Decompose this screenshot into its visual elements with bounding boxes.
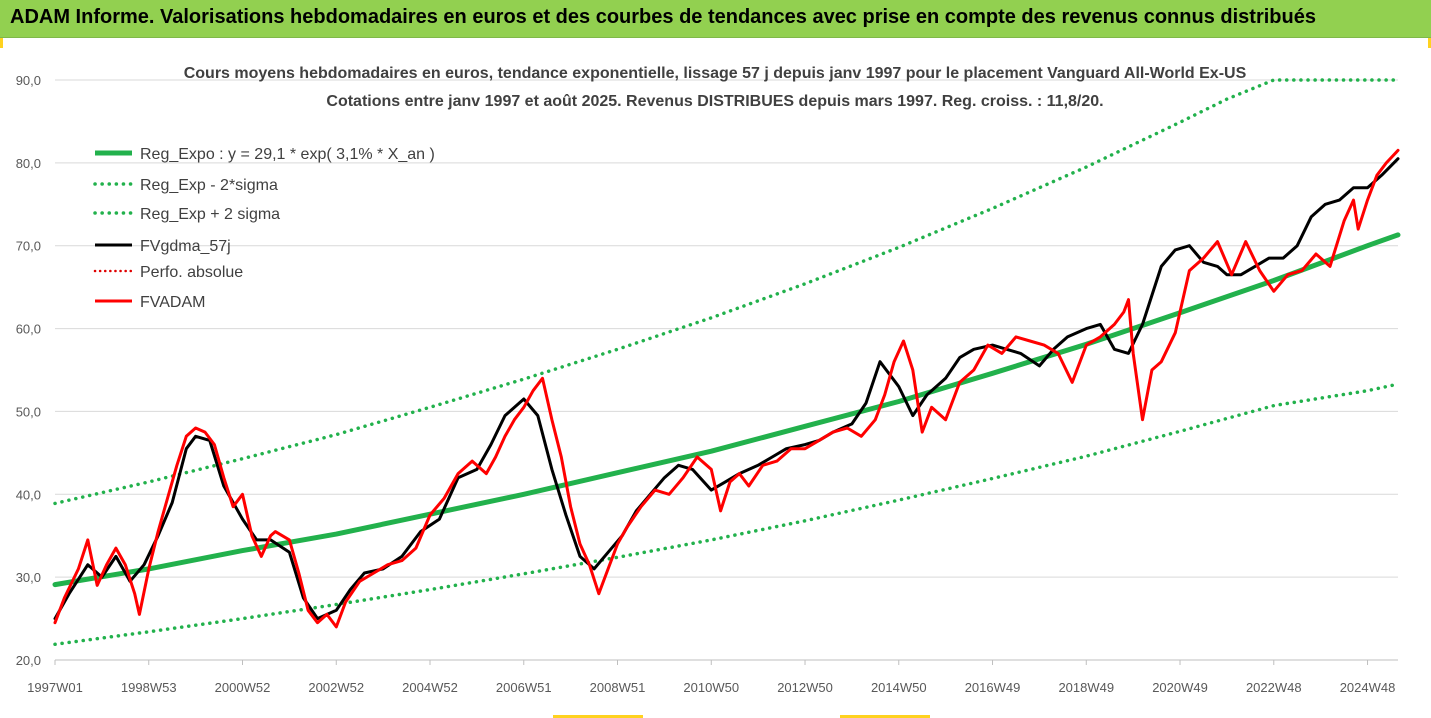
series-reg-expo (52, 232, 1401, 588)
y-tick-label: 20,0 (16, 653, 41, 668)
x-tick-label: 2022W48 (1246, 680, 1302, 695)
legend-label: FVADAM (140, 294, 205, 311)
x-tick-label: 2006W51 (496, 680, 552, 695)
header-banner: ADAM Informe. Valorisations hebdomadaire… (0, 0, 1431, 38)
x-tick-label: 2002W52 (308, 680, 364, 695)
chart-title: Cours moyens hebdomadaires en euros, ten… (184, 65, 1247, 82)
x-tick-label: 2024W48 (1340, 680, 1396, 695)
y-tick-label: 80,0 (16, 156, 41, 171)
x-tick-label: 1997W01 (27, 680, 83, 695)
y-tick-label: 50,0 (16, 404, 41, 419)
x-tick-label: 2000W52 (215, 680, 271, 695)
x-tick-label: 2004W52 (402, 680, 458, 695)
page-title: ADAM Informe. Valorisations hebdomadaire… (10, 6, 1316, 28)
frame-corner-right (1428, 38, 1431, 48)
legend-label: Reg_Exp - 2*sigma (140, 177, 278, 194)
y-tick-label: 90,0 (16, 73, 41, 88)
frame-handle-bottom-left (553, 715, 643, 718)
chart-area: 20,0 30,0 40,0 50,0 60,0 70,0 80,0 90,0 1997W01 1… (0, 38, 1431, 718)
legend-label: Reg_Expo : y = 29,1 * exp( 3,1% * X_an ) (140, 146, 435, 163)
x-tick-label: 2020W49 (1152, 680, 1208, 695)
x-tick-label: 2014W50 (871, 680, 927, 695)
frame-handle-bottom-right (840, 715, 930, 718)
legend-label: FVgdma_57j (140, 238, 231, 255)
x-tick-label: 2010W50 (683, 680, 739, 695)
legend-label: Perfo. absolue (140, 264, 243, 281)
x-tick-label: 2016W49 (965, 680, 1021, 695)
y-tick-label: 70,0 (16, 239, 41, 254)
x-tick-label: 1998W53 (121, 680, 177, 695)
chart-svg: 20,0 30,0 40,0 50,0 60,0 70,0 80,0 90,0 1997W01 1… (16, 65, 1401, 695)
x-tick-label: 2008W51 (590, 680, 646, 695)
legend-label: Reg_Exp + 2 sigma (140, 206, 280, 223)
x-tick-label: 2012W50 (777, 680, 833, 695)
series-fvadam (53, 148, 1400, 629)
y-tick-label: 60,0 (16, 322, 41, 337)
x-tick-label: 2018W49 (1058, 680, 1114, 695)
y-tick-label: 40,0 (16, 487, 41, 502)
frame-corner-left (0, 38, 3, 48)
y-tick-label: 30,0 (16, 570, 41, 585)
series-reg-exp-minus-2sigma (53, 382, 1400, 647)
series-reg-exp-plus-2sigma (53, 78, 1400, 506)
chart-subtitle: Cotations entre janv 1997 et août 2025. … (326, 93, 1103, 110)
